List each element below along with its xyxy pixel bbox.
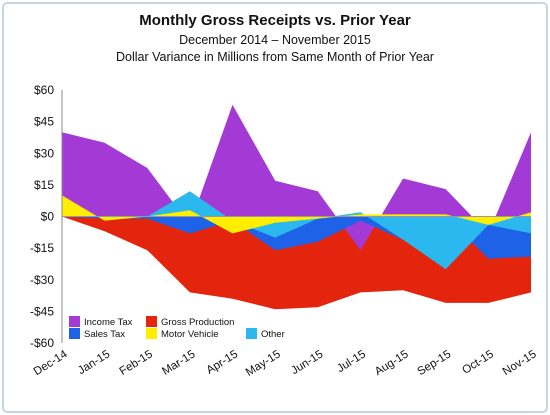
y-tick-label: $15	[34, 178, 54, 192]
x-tick-label: Nov-15	[501, 348, 539, 378]
legend: Income Tax Gross Production Sales Tax Motor…	[69, 316, 285, 340]
chart-title: Monthly Gross Receipts vs. Prior Year	[139, 12, 411, 29]
x-tick-label: Sep-15	[416, 348, 454, 378]
legend-swatch-gross-production	[146, 316, 157, 327]
legend-swatch-motor-vehicle	[146, 328, 157, 339]
axes	[61, 90, 531, 343]
y-tick-label: -$30	[30, 273, 54, 287]
x-tick-label: Jun-15	[289, 348, 325, 377]
chart-subtitle-units: Dollar Variance in Millions from Same Mo…	[116, 50, 434, 64]
x-tick-label: Apr-15	[204, 348, 240, 376]
legend-label-other: Other	[261, 329, 285, 340]
legend-label-income-tax: Income Tax	[84, 317, 133, 328]
y-tick-labels: $60 $45 $30 $15 $0 -$15 -$30 -$45 -$60	[30, 83, 54, 350]
legend-swatch-sales-tax	[69, 328, 80, 339]
chart-subtitle: December 2014 – November 2015	[179, 33, 371, 47]
y-tick-label: -$15	[30, 241, 54, 255]
legend-swatch-other	[246, 328, 257, 339]
x-tick-label: Mar-15	[160, 348, 197, 377]
x-tick-label: Jan-15	[76, 348, 112, 377]
x-tick-label: Oct-15	[460, 348, 496, 376]
x-tick-label: May-15	[244, 348, 283, 379]
legend-label-sales-tax: Sales Tax	[84, 329, 125, 340]
y-tick-label: -$45	[30, 304, 54, 318]
y-tick-label: $0	[41, 210, 55, 224]
x-tick-labels: Dec-14 Jan-15 Feb-15 Mar-15 Apr-15 May-15 Jun-…	[32, 348, 539, 379]
x-tick-label: Aug-15	[373, 348, 411, 378]
y-tick-label: $45	[34, 115, 54, 129]
x-tick-label: Feb-15	[118, 348, 155, 377]
legend-swatch-income-tax	[69, 316, 80, 327]
legend-label-gross-production: Gross Production	[161, 317, 234, 328]
series-area-motor-vehicle	[62, 195, 531, 234]
y-tick-label: $30	[34, 146, 54, 160]
series-area-other	[62, 191, 531, 270]
legend-label-motor-vehicle: Motor Vehicle	[161, 329, 219, 340]
y-tick-label: -$60	[30, 336, 54, 350]
x-tick-label: Dec-14	[32, 348, 70, 378]
x-tick-label: Jul-15	[335, 348, 368, 375]
series-areas	[62, 104, 531, 310]
y-tick-label: $60	[34, 83, 54, 97]
